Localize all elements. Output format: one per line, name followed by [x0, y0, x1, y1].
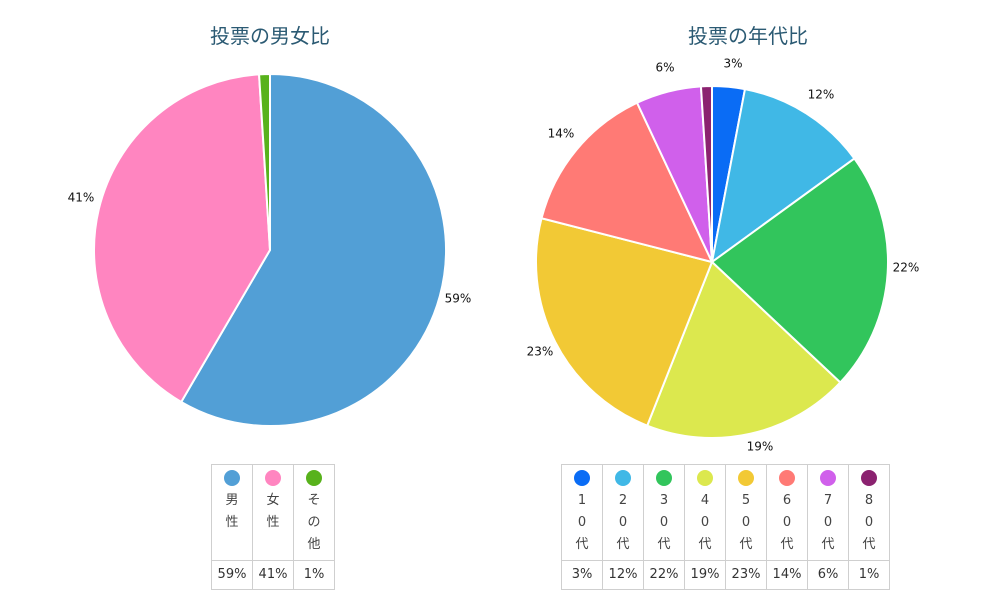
age-legend-item[interactable]: 50代	[725, 464, 767, 561]
gender-legend-swatch	[224, 470, 240, 486]
age-legend-percent: 23%	[725, 560, 767, 590]
age-legend-item[interactable]: 70代	[807, 464, 849, 561]
gender-slice-0[interactable]	[179, 72, 447, 427]
age-legend-item[interactable]: 80代	[848, 464, 890, 561]
age-legend-swatch	[861, 470, 877, 486]
age-legend-label: 40代	[698, 493, 712, 552]
age-slice-label-2: 22%	[893, 261, 920, 275]
age-slice-label-1: 12%	[808, 88, 835, 102]
age-legend-percent: 1%	[848, 560, 890, 590]
age-slice-label-6: 6%	[655, 61, 674, 75]
age-chart-panel: 投票の年代比	[500, 0, 996, 611]
age-slice-label-5: 14%	[548, 127, 575, 141]
age-legend-swatch	[574, 470, 590, 486]
gender-slice-2[interactable]	[257, 72, 271, 251]
age-legend-swatch	[738, 470, 754, 486]
age-legend-item[interactable]: 10代	[561, 464, 603, 561]
gender-legend-label: 男性	[225, 493, 239, 530]
age-legend-percent: 3%	[561, 560, 603, 590]
age-slice-4[interactable]	[535, 217, 714, 427]
gender-chart-title: 投票の男女比	[210, 24, 330, 48]
age-slice-5[interactable]	[540, 101, 714, 264]
age-legend-label: 70代	[821, 493, 835, 552]
gender-legend-item[interactable]: 男性	[211, 464, 253, 561]
gender-legend-label: 女性	[266, 493, 280, 530]
age-legend-swatch	[820, 470, 836, 486]
gender-slice-label-1: 41%	[68, 191, 95, 205]
age-slice-7[interactable]	[699, 84, 713, 263]
gender-legend-percent: 1%	[293, 560, 335, 590]
gender-slice-label-0: 59%	[445, 292, 472, 306]
age-slice-2[interactable]	[710, 157, 889, 384]
age-legend-table: 10代 20代 30代 40代 50代 60代 70代 80代 3% 12% 22% 19% 23% 1…	[561, 464, 890, 590]
age-slice-label-3: 19%	[747, 440, 774, 454]
age-legend-swatch	[779, 470, 795, 486]
age-legend-percent: 22%	[643, 560, 685, 590]
gender-legend-swatch	[265, 470, 281, 486]
age-legend-percent: 19%	[684, 560, 726, 590]
age-legend-swatch	[656, 470, 672, 486]
gender-chart-panel: 投票の男女比 59% 41%	[68, 24, 472, 427]
gender-legend-item[interactable]: その他	[293, 464, 335, 561]
age-chart-title: 投票の年代比	[688, 24, 808, 48]
age-legend-item[interactable]: 20代	[602, 464, 644, 561]
age-legend-label: 60代	[780, 493, 794, 552]
gender-legend-label: その他	[307, 493, 321, 552]
age-legend-swatch	[697, 470, 713, 486]
gender-pie-chart: 59% 41%	[68, 72, 472, 427]
gender-legend-swatch	[306, 470, 322, 486]
age-slice-label-4: 23%	[527, 345, 554, 359]
age-legend-percent: 12%	[602, 560, 644, 590]
age-legend-label: 10代	[575, 493, 589, 552]
age-legend-percent: 14%	[766, 560, 808, 590]
gender-legend-table: 男性 女性 その他 59% 41% 1%	[211, 464, 335, 590]
age-legend-label: 30代	[657, 493, 671, 552]
age-slice-1[interactable]	[710, 87, 856, 265]
age-pie-chart: 3% 12% 22% 19% 23% 14% 6%	[527, 57, 920, 454]
age-legend-label: 50代	[739, 493, 753, 552]
age-legend-label: 80代	[862, 493, 876, 552]
age-slice-label-0: 3%	[723, 57, 742, 71]
age-legend-percent: 6%	[807, 560, 849, 590]
gender-slice-1[interactable]	[93, 73, 272, 404]
age-legend-swatch	[615, 470, 631, 486]
age-legend-label: 20代	[616, 493, 630, 552]
gender-legend-percent: 59%	[211, 560, 253, 590]
age-legend-item[interactable]: 30代	[643, 464, 685, 561]
gender-legend-percent: 41%	[252, 560, 294, 590]
age-legend-item[interactable]: 60代	[766, 464, 808, 561]
gender-legend-item[interactable]: 女性	[252, 464, 294, 561]
age-legend-item[interactable]: 40代	[684, 464, 726, 561]
